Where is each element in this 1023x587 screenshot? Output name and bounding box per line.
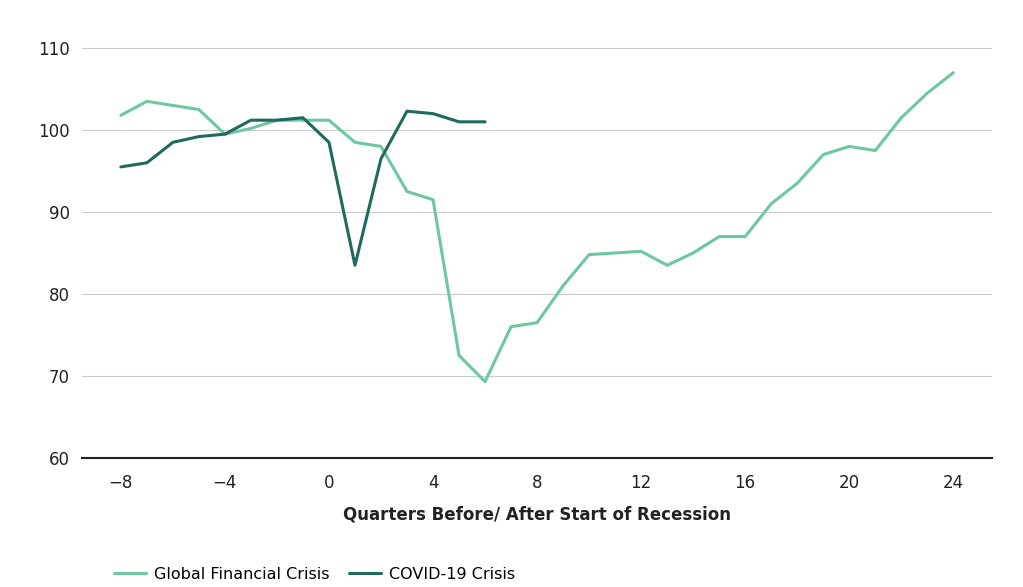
Global Financial Crisis (609, 249, 621, 257)
COVID-19 Crisis (297, 114, 309, 122)
Global Financial Crisis (115, 112, 127, 119)
COVID-19 Crisis (219, 130, 231, 137)
Global Financial Crisis (947, 69, 960, 76)
COVID-19 Crisis (453, 119, 465, 126)
COVID-19 Crisis (244, 117, 257, 124)
Global Financial Crisis (505, 323, 518, 330)
Line: COVID-19 Crisis: COVID-19 Crisis (121, 111, 485, 265)
Legend: Global Financial Crisis, COVID-19 Crisis: Global Financial Crisis, COVID-19 Crisis (108, 561, 522, 587)
Global Financial Crisis (583, 251, 595, 258)
Global Financial Crisis (870, 147, 882, 154)
Global Financial Crisis (219, 130, 231, 137)
COVID-19 Crisis (323, 139, 336, 146)
COVID-19 Crisis (479, 119, 491, 126)
X-axis label: Quarters Before/ After Start of Recession: Quarters Before/ After Start of Recessio… (343, 506, 731, 524)
Global Financial Crisis (349, 139, 361, 146)
Global Financial Crisis (739, 233, 751, 240)
Global Financial Crisis (895, 114, 907, 122)
Global Financial Crisis (479, 378, 491, 385)
COVID-19 Crisis (374, 155, 387, 162)
Global Financial Crisis (765, 200, 777, 207)
COVID-19 Crisis (115, 163, 127, 170)
COVID-19 Crisis (401, 107, 413, 114)
Global Financial Crisis (687, 249, 700, 257)
Global Financial Crisis (271, 117, 283, 124)
COVID-19 Crisis (349, 262, 361, 269)
Global Financial Crisis (453, 352, 465, 359)
Global Financial Crisis (167, 102, 179, 109)
Line: Global Financial Crisis: Global Financial Crisis (121, 73, 953, 382)
Global Financial Crisis (921, 90, 933, 97)
Global Financial Crisis (244, 125, 257, 132)
Global Financial Crisis (427, 196, 439, 203)
Global Financial Crisis (843, 143, 855, 150)
Global Financial Crisis (531, 319, 543, 326)
COVID-19 Crisis (271, 117, 283, 124)
Global Financial Crisis (141, 98, 153, 105)
COVID-19 Crisis (427, 110, 439, 117)
Global Financial Crisis (713, 233, 725, 240)
Global Financial Crisis (297, 117, 309, 124)
Global Financial Crisis (661, 262, 673, 269)
Global Financial Crisis (817, 151, 830, 158)
Global Financial Crisis (323, 117, 336, 124)
COVID-19 Crisis (167, 139, 179, 146)
COVID-19 Crisis (141, 159, 153, 166)
Global Financial Crisis (401, 188, 413, 195)
Global Financial Crisis (374, 143, 387, 150)
COVID-19 Crisis (192, 133, 205, 140)
Global Financial Crisis (635, 248, 648, 255)
Global Financial Crisis (791, 180, 803, 187)
Global Financial Crisis (192, 106, 205, 113)
Global Financial Crisis (557, 282, 569, 289)
